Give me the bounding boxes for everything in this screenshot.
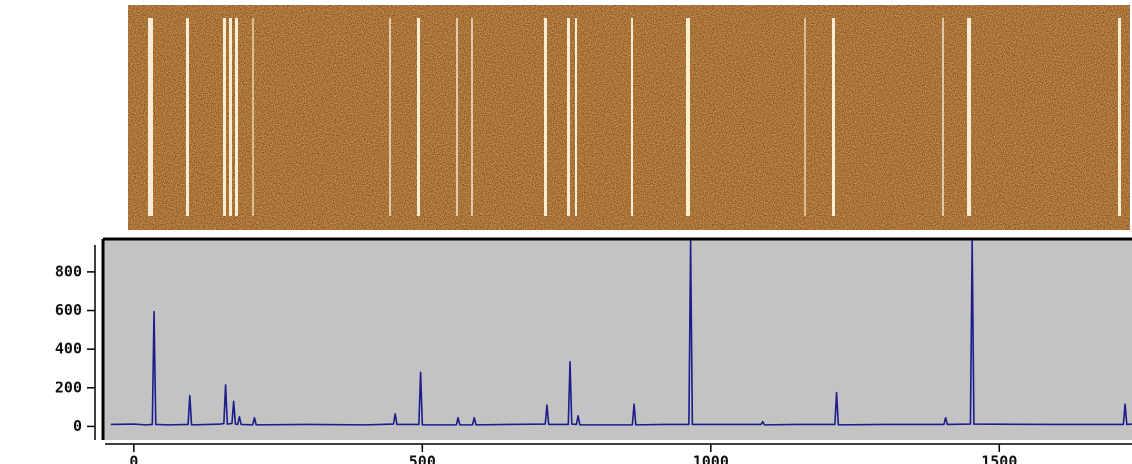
image-background — [128, 5, 1130, 230]
spectrum-line — [110, 240, 1132, 426]
spectrum-image — [128, 5, 1130, 230]
plot-background — [103, 240, 1132, 440]
emission-lines — [148, 18, 1121, 216]
y-tick-label: 400 — [55, 340, 82, 358]
x-tick-label: 1000 — [693, 453, 729, 464]
x-tick-label: 500 — [409, 453, 436, 464]
y-tick-label: 600 — [55, 301, 82, 319]
x-tick-label: 0 — [129, 453, 138, 464]
x-tick-label: 1500 — [981, 453, 1017, 464]
y-tick-label: 200 — [55, 378, 82, 396]
y-tick-label: 800 — [55, 262, 82, 280]
y-tick-label: 0 — [73, 417, 82, 435]
